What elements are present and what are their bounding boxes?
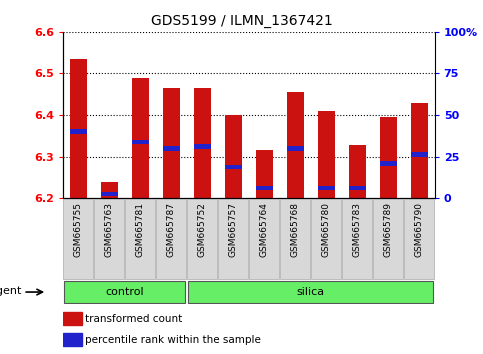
FancyBboxPatch shape bbox=[342, 199, 372, 279]
FancyBboxPatch shape bbox=[280, 199, 310, 279]
FancyBboxPatch shape bbox=[156, 199, 186, 279]
Text: GSM665787: GSM665787 bbox=[167, 202, 176, 257]
Bar bbox=[163, 146, 180, 150]
Bar bbox=[287, 92, 304, 198]
FancyBboxPatch shape bbox=[63, 199, 93, 279]
Text: agent: agent bbox=[0, 286, 22, 296]
Bar bbox=[63, 333, 82, 346]
Bar bbox=[194, 144, 211, 149]
Bar bbox=[349, 185, 366, 190]
Bar bbox=[380, 161, 397, 166]
Bar bbox=[194, 88, 211, 198]
FancyBboxPatch shape bbox=[218, 199, 248, 279]
Text: GSM665780: GSM665780 bbox=[322, 202, 331, 257]
FancyBboxPatch shape bbox=[188, 281, 433, 303]
Text: silica: silica bbox=[297, 287, 325, 297]
Bar bbox=[318, 111, 335, 198]
FancyBboxPatch shape bbox=[404, 199, 434, 279]
Text: GDS5199 / ILMN_1367421: GDS5199 / ILMN_1367421 bbox=[151, 14, 332, 28]
Bar bbox=[70, 59, 87, 198]
FancyBboxPatch shape bbox=[64, 281, 185, 303]
Bar bbox=[318, 185, 335, 190]
Bar bbox=[411, 152, 428, 157]
Bar bbox=[287, 146, 304, 150]
Bar bbox=[256, 150, 273, 198]
Bar bbox=[411, 103, 428, 198]
Text: GSM665789: GSM665789 bbox=[384, 202, 393, 257]
Bar bbox=[132, 78, 149, 198]
Bar bbox=[225, 165, 242, 169]
Bar bbox=[163, 88, 180, 198]
Text: GSM665752: GSM665752 bbox=[198, 202, 207, 257]
Bar bbox=[63, 312, 82, 325]
Text: control: control bbox=[105, 287, 144, 297]
Text: GSM665755: GSM665755 bbox=[74, 202, 83, 257]
FancyBboxPatch shape bbox=[312, 199, 341, 279]
Text: percentile rank within the sample: percentile rank within the sample bbox=[85, 335, 260, 345]
Text: GSM665757: GSM665757 bbox=[229, 202, 238, 257]
Bar bbox=[101, 182, 118, 198]
Bar bbox=[349, 145, 366, 198]
FancyBboxPatch shape bbox=[249, 199, 279, 279]
FancyBboxPatch shape bbox=[373, 199, 403, 279]
Text: GSM665768: GSM665768 bbox=[291, 202, 300, 257]
Bar bbox=[101, 192, 118, 196]
Bar bbox=[132, 140, 149, 144]
FancyBboxPatch shape bbox=[187, 199, 217, 279]
Bar bbox=[225, 115, 242, 198]
Text: GSM665763: GSM665763 bbox=[105, 202, 114, 257]
FancyBboxPatch shape bbox=[94, 199, 124, 279]
Text: GSM665790: GSM665790 bbox=[415, 202, 424, 257]
Text: GSM665764: GSM665764 bbox=[260, 202, 269, 257]
Bar bbox=[256, 185, 273, 190]
Text: GSM665781: GSM665781 bbox=[136, 202, 145, 257]
Text: GSM665783: GSM665783 bbox=[353, 202, 362, 257]
Text: transformed count: transformed count bbox=[85, 314, 182, 324]
FancyBboxPatch shape bbox=[126, 199, 155, 279]
Bar bbox=[70, 130, 87, 134]
Bar bbox=[380, 117, 397, 198]
